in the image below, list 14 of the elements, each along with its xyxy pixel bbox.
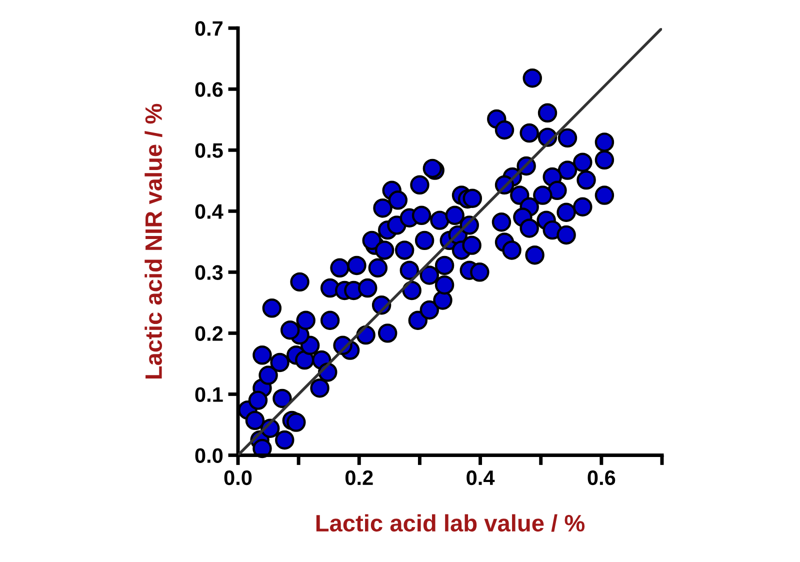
x-tick-label: 0.6 [588,470,616,486]
y-tick-label: 0.5 [195,143,223,158]
x-tick-label: 0.2 [345,470,373,486]
x-axis-title: Lactic acid lab value / % [316,514,585,532]
y-tick-label: 0.2 [195,326,223,341]
x-tick-label: 0.4 [466,470,495,486]
y-tick-label: 0.1 [195,387,223,402]
y-tick-label: 0.7 [195,21,223,36]
y-tick-label: 0.3 [195,265,223,280]
y-tick-label: 0.0 [195,448,223,463]
y-tick-label: 0.6 [195,82,223,97]
y-axis-title: Lactic acid NIR value / % [144,104,162,379]
x-tick-label: 0.0 [224,470,252,486]
y-tick-label: 0.4 [195,204,224,219]
